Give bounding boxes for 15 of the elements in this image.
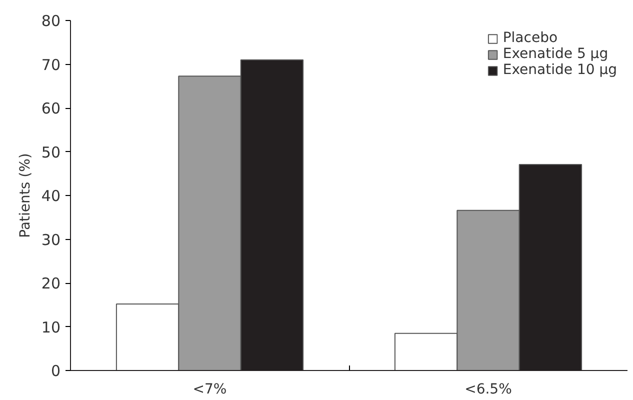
x-tick-label: <6.5% [464, 382, 512, 398]
y-tick-label: 10 [41, 318, 61, 336]
x-tick-label: <7% [192, 382, 227, 398]
y-tick-label: 20 [41, 274, 61, 292]
legend-label: Exenatide 5 μg [502, 46, 608, 62]
y-tick-label: 40 [41, 187, 61, 205]
y-tick-label: 60 [41, 100, 61, 118]
y-axis-title: Patients (%) [17, 153, 34, 238]
y-tick-label: 30 [41, 230, 61, 249]
y-tick-label: 50 [41, 143, 61, 162]
y-tick-label: 70 [41, 56, 61, 74]
legend-label: Exenatide 10 μg [502, 62, 617, 78]
y-tick-label: 0 [50, 362, 61, 380]
legend-label: Placebo [502, 30, 558, 46]
y-tick-label: 80 [41, 12, 61, 30]
